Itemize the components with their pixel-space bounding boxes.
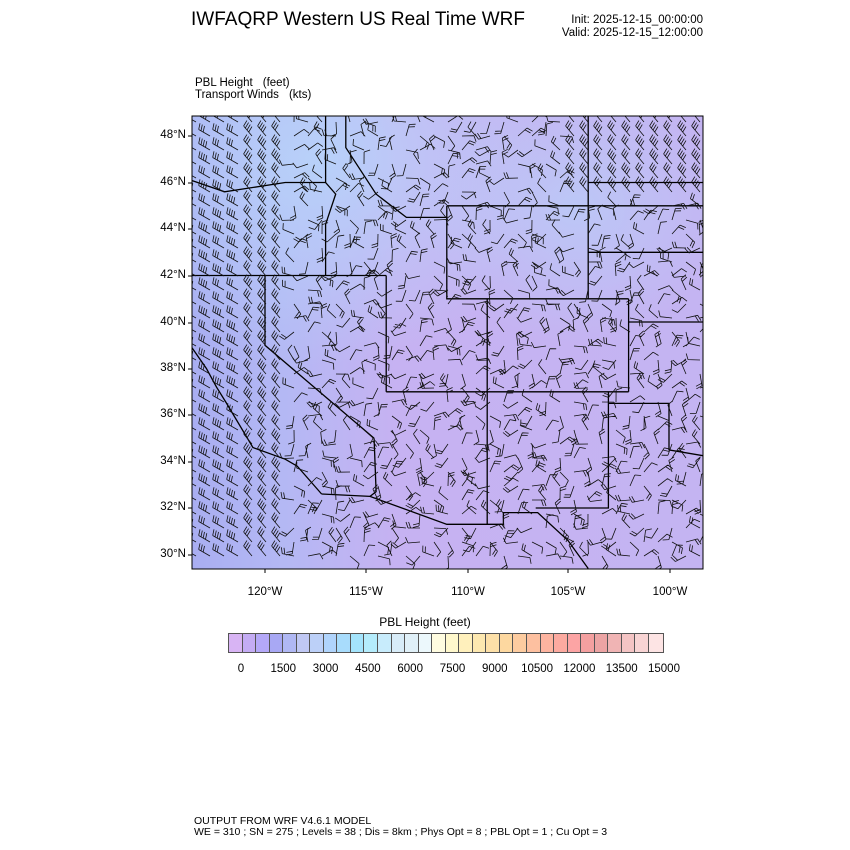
lon-label: 105°W <box>550 586 586 598</box>
lat-label: 44°N <box>160 222 186 234</box>
lat-label: 48°N <box>160 129 186 141</box>
colorbar-swatch <box>486 634 500 652</box>
border-line <box>446 205 629 300</box>
colorbar-swatch <box>594 634 609 652</box>
colorbar-label: 0 <box>237 663 245 675</box>
lat-label: 36°N <box>160 408 186 420</box>
model-info: OUTPUT FROM WRF V4.6.1 MODEL WE = 310 ; … <box>194 816 607 838</box>
colorbar-swatch <box>391 634 406 652</box>
colorbar-label: 15000 <box>648 663 680 675</box>
colorbar-swatch <box>432 634 446 652</box>
colorbar-swatch <box>567 634 582 652</box>
colorbar-swatch <box>445 634 460 652</box>
lon-label: 100°W <box>652 586 688 598</box>
colorbar-swatch <box>405 634 419 652</box>
colorbar-label: 3000 <box>312 663 339 675</box>
colorbar-swatch <box>635 634 649 652</box>
lat-label: 38°N <box>160 362 186 374</box>
field1-name: PBL Height <box>195 77 253 89</box>
colorbar-swatch <box>283 634 297 652</box>
colorbar-swatch <box>472 634 487 652</box>
colorbar-swatch <box>337 634 351 652</box>
plot-title: IWFAQRP Western US Real Time WRF <box>191 9 525 30</box>
field2-unit: (kts) <box>288 89 312 101</box>
colorbar-swatch <box>554 634 568 652</box>
forecast-times: Init: 2025-12-15_00:00:00 Valid: 2025-12… <box>562 14 703 40</box>
colorbar-swatch <box>296 634 311 652</box>
colorbar-label: 13500 <box>605 663 638 675</box>
colorbar-label: 4500 <box>355 663 381 675</box>
colorbar-label: 10500 <box>521 663 554 675</box>
colorbar-label: 1500 <box>270 663 297 675</box>
lon-label: 120°W <box>247 586 283 598</box>
colorbar-swatch <box>256 634 270 652</box>
colorbar-swatch <box>269 634 284 652</box>
colorbar-title: PBL Height (feet) <box>379 615 471 629</box>
map-frame <box>191 115 704 570</box>
border-line <box>192 179 326 193</box>
border-line <box>345 116 447 219</box>
wind-barbs <box>192 116 703 569</box>
border-line <box>192 346 323 495</box>
colorbar-swatch <box>608 634 622 652</box>
colorbar-swatch <box>310 634 324 652</box>
valid-time: Valid: 2025-12-15_12:00:00 <box>561 27 703 39</box>
lat-label: 34°N <box>160 455 186 467</box>
colorbar-swatch <box>499 634 514 652</box>
init-time: Init: 2025-12-15_00:00:00 <box>571 14 703 26</box>
colorbar-swatch <box>229 634 243 652</box>
colorbar-swatch <box>527 634 541 652</box>
model-info-line1: OUTPUT FROM WRF V4.6.1 MODEL <box>194 815 372 827</box>
wind-barb <box>192 116 703 569</box>
field-description: PBL Height (feet) Transport Winds (kts) <box>195 77 311 101</box>
colorbar-label: 7500 <box>439 663 466 675</box>
lon-label: 115°W <box>349 586 383 598</box>
colorbar-swatch <box>350 634 365 652</box>
model-info-line2: WE = 310 ; SN = 275 ; Levels = 38 ; Dis … <box>194 826 608 838</box>
colorbar-swatch <box>418 634 433 652</box>
colorbar-swatch <box>581 634 595 652</box>
colorbar-swatch <box>242 634 257 652</box>
colorbar-label: 12000 <box>563 663 596 675</box>
colorbar-swatch <box>323 634 338 652</box>
lon-label: 110°W <box>451 586 485 598</box>
colorbar-swatch <box>648 634 663 652</box>
lat-label: 32°N <box>160 501 186 513</box>
colorbar-label: 9000 <box>482 663 508 675</box>
colorbar-swatch <box>540 634 555 652</box>
colorbar-swatch <box>459 634 473 652</box>
colorbar-label: 6000 <box>397 663 423 675</box>
colorbar-swatch <box>621 634 636 652</box>
colorbar <box>228 633 664 653</box>
colorbar-swatch <box>378 634 392 652</box>
field2-name: Transport Winds <box>195 89 279 101</box>
border-line <box>369 438 377 497</box>
lat-label: 40°N <box>160 316 186 328</box>
colorbar-swatch <box>513 634 528 652</box>
lat-label: 46°N <box>160 176 186 188</box>
border-line <box>535 391 610 509</box>
lat-label: 30°N <box>160 548 186 560</box>
field1-unit: (feet) <box>262 77 290 89</box>
lat-label: 42°N <box>160 269 186 281</box>
colorbar-swatch <box>364 634 379 652</box>
